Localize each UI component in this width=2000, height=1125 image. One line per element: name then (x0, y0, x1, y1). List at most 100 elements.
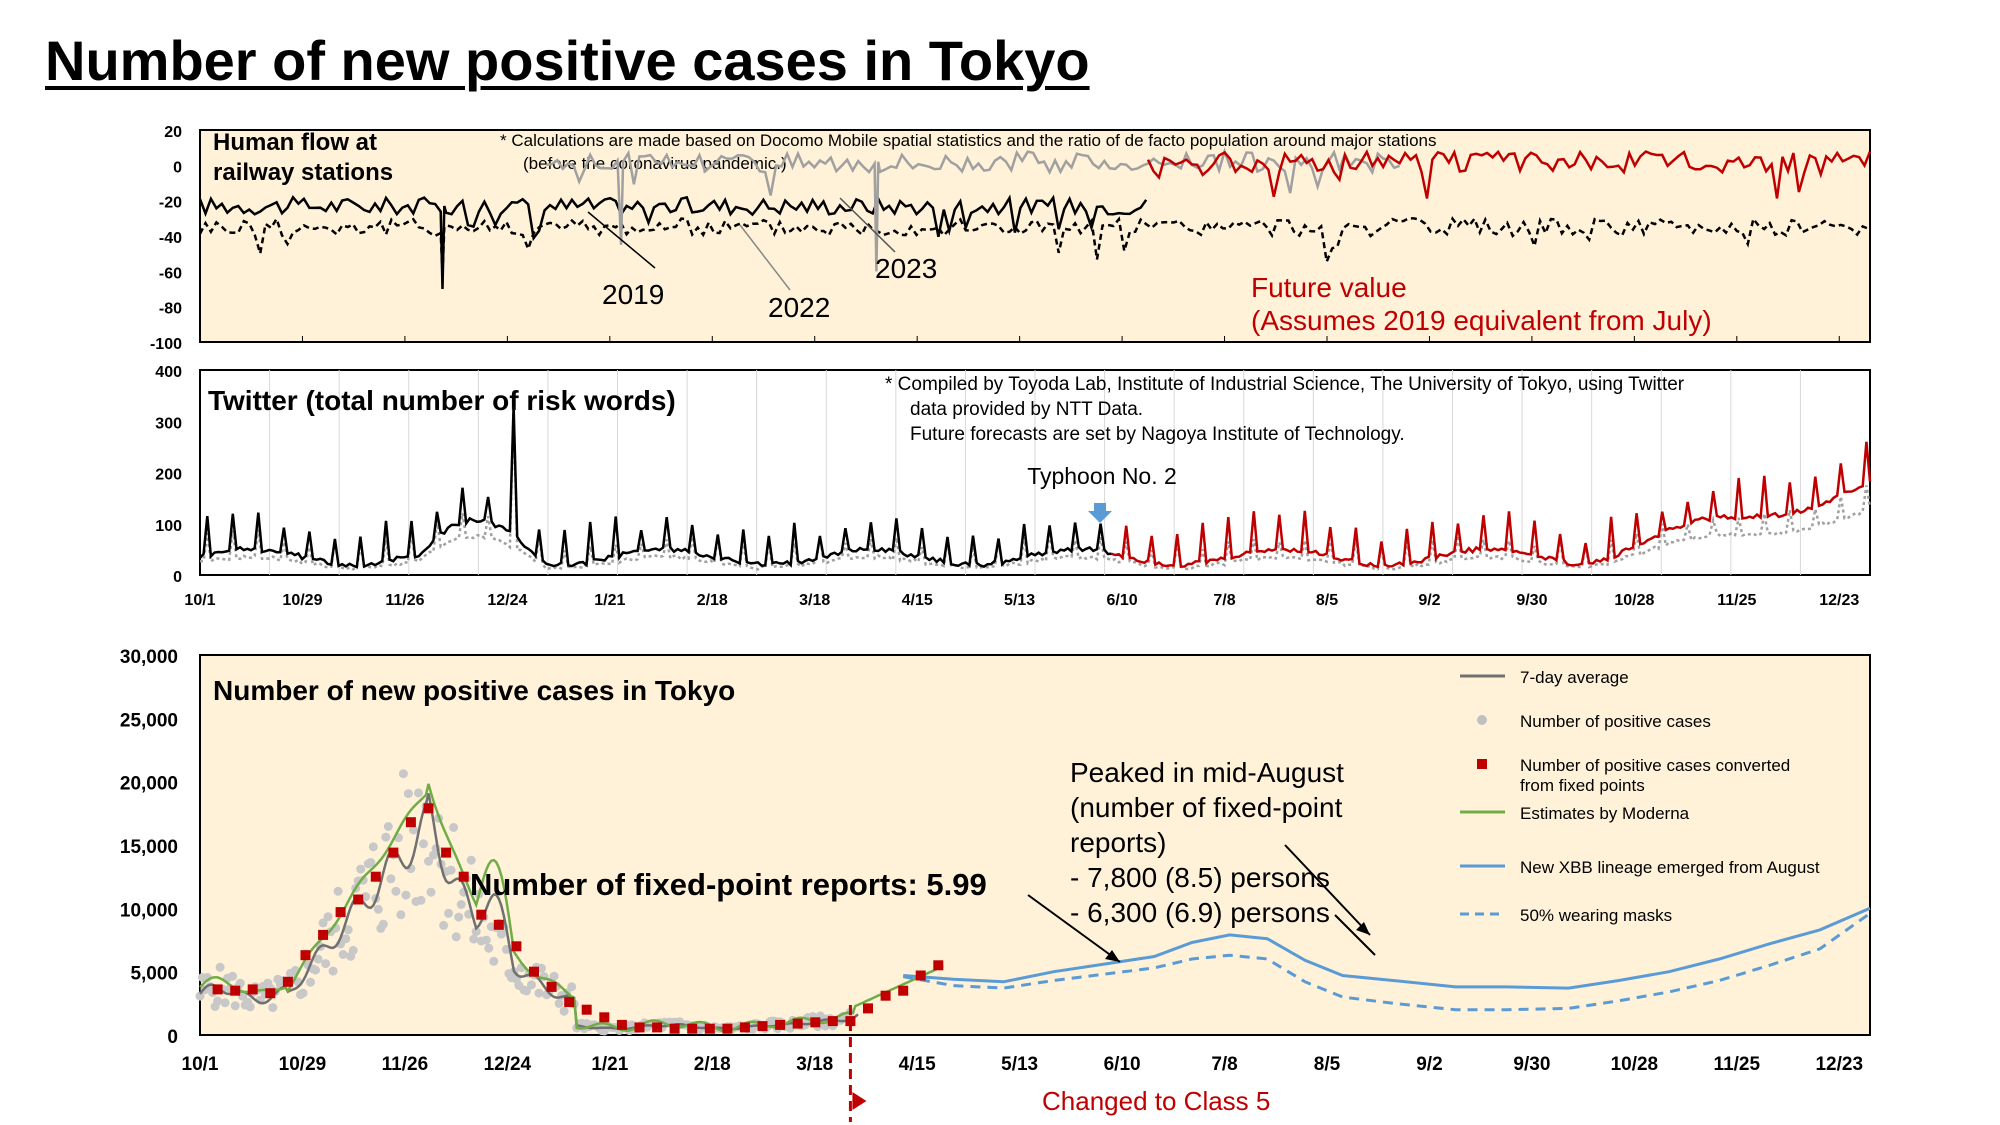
twitter-x-tick-label: 3/18 (799, 592, 830, 609)
class-change-arrow-icon (852, 1092, 867, 1110)
positive-case-dot (496, 929, 506, 939)
flow-future-label-sub: (Assumes 2019 equivalent from July) (1251, 305, 1712, 336)
positive-case-dot (527, 980, 536, 990)
cases-x-tick-label: 11/26 (382, 1054, 429, 1075)
positive-case-dot (328, 966, 338, 976)
fixed-point-square (405, 817, 416, 828)
twitter-panel-title: Twitter (total number of risk words) (208, 385, 676, 416)
positive-case-dot (386, 874, 396, 884)
legend-label: 50% wearing masks (1520, 906, 1672, 925)
cases-x-tick-label: 10/28 (1611, 1054, 1659, 1075)
positive-case-dot (311, 965, 320, 975)
positive-case-dot (228, 971, 238, 981)
cases-x-tick-label: 12/23 (1815, 1054, 1863, 1075)
twitter-x-tick-label: 12/24 (487, 592, 527, 609)
twitter-x-tick-label: 6/10 (1107, 592, 1138, 609)
positive-case-dot (341, 934, 351, 944)
positive-case-dot (398, 769, 408, 779)
fixed-point-square (933, 960, 944, 971)
positive-case-dot (559, 1006, 569, 1016)
cases-x-tick-label: 4/15 (899, 1054, 936, 1075)
cases-x-tick-label: 9/2 (1416, 1054, 1442, 1075)
positive-case-dot (403, 789, 413, 799)
twitter-note-line: data provided by NTT Data. (910, 399, 1143, 420)
twitter-x-tick-label: 7/8 (1213, 592, 1235, 609)
flow-note-line: * Calculations are made based on Docomo … (500, 131, 1436, 150)
cases-y-tick-label: 0 (167, 1027, 178, 1048)
positive-case-dot (481, 935, 491, 945)
twitter-x-tick-label: 11/25 (1717, 592, 1756, 609)
twitter-note-line: * Compiled by Toyoda Lab, Institute of I… (885, 374, 1685, 395)
twitter-series-observed (199, 405, 1112, 569)
positive-case-dot (489, 956, 499, 966)
fixed-point-square (318, 929, 329, 940)
twitter-x-tick-label: 9/2 (1418, 592, 1440, 609)
cases-x-tick-label: 3/18 (796, 1054, 833, 1075)
legend-label: New XBB lineage emerged from August (1520, 858, 1820, 877)
twitter-x-tick-label: 10/1 (184, 592, 215, 609)
positive-case-dot (235, 978, 245, 988)
fixed-point-square (757, 1021, 768, 1032)
series-xbb-lineage (903, 906, 1871, 990)
fixed-point-square (564, 997, 575, 1008)
flow-panel-title: railway stations (213, 159, 393, 186)
fixed-point-square (792, 1018, 803, 1029)
twitter-y-tick-label: 0 (173, 569, 182, 586)
cases-y-tick-label: 25,000 (120, 710, 178, 731)
positive-case-dot (567, 982, 577, 992)
positive-case-dot (313, 954, 323, 964)
fixed-point-square (810, 1017, 821, 1028)
fixed-point-square (722, 1023, 733, 1034)
twitter-x-tick-label: 12/23 (1819, 592, 1859, 609)
cases-x-tick-label: 2/18 (694, 1054, 731, 1075)
fixed-point-square (511, 941, 522, 952)
fixed-point-square (265, 988, 276, 999)
positive-case-dot (471, 927, 481, 937)
cases-x-tick-label: 10/29 (279, 1054, 327, 1075)
positive-case-dot (534, 988, 544, 998)
positive-case-dot (215, 962, 225, 972)
positive-case-dot (419, 839, 428, 849)
legend-label: Number of positive cases (1520, 712, 1711, 731)
legend-swatch-dot (1477, 715, 1487, 725)
positive-case-dot (446, 865, 456, 875)
flow-series-future-value (1146, 148, 1872, 199)
typhoon-arrow-icon (1088, 503, 1112, 523)
cases-x-tick-label: 10/1 (182, 1054, 219, 1075)
cases-x-tick-label: 1/21 (591, 1054, 628, 1075)
flow-future-label: Future value (1251, 272, 1407, 303)
positive-case-dot (356, 864, 366, 874)
twitter-x-tick-label: 11/26 (385, 592, 424, 609)
legend-swatch-square (1477, 759, 1487, 769)
fixed-point-square (247, 984, 258, 995)
fixed-point-report-label: Number of fixed-point reports: 5.99 (470, 867, 987, 902)
fixed-point-square (704, 1023, 715, 1034)
twitter-x-tick-label: 4/15 (902, 592, 933, 609)
positive-case-dot (401, 890, 411, 900)
positive-case-dot (245, 1002, 255, 1012)
cases-x-tick-label: 6/10 (1104, 1054, 1141, 1075)
flow-series-2019 (198, 194, 1148, 290)
legend-label: 7-day average (1520, 668, 1629, 687)
positive-case-dot (456, 900, 466, 909)
flow-y-tick-label: -40 (159, 230, 182, 247)
fixed-point-square (739, 1022, 750, 1033)
fixed-point-square (441, 847, 452, 858)
legend-label: Estimates by Moderna (1520, 804, 1690, 823)
positive-case-dot (298, 988, 308, 998)
positive-case-dot (230, 1001, 240, 1011)
twitter-series-reference (199, 405, 1872, 571)
positive-case-dot (451, 932, 461, 942)
fixed-point-square (863, 1003, 873, 1014)
positive-case-dot (469, 934, 479, 944)
fixed-point-square (546, 981, 557, 992)
fixed-point-square (476, 909, 487, 920)
positive-case-dot (343, 925, 353, 935)
positive-case-dot (383, 822, 393, 831)
positive-case-dot (238, 991, 248, 1001)
twitter-note-line: Future forecasts are set by Nagoya Insti… (910, 424, 1405, 445)
twitter-series-forecast (1111, 441, 1872, 569)
positive-case-dot (213, 996, 223, 1006)
twitter-x-tick-label: 10/29 (282, 592, 322, 609)
